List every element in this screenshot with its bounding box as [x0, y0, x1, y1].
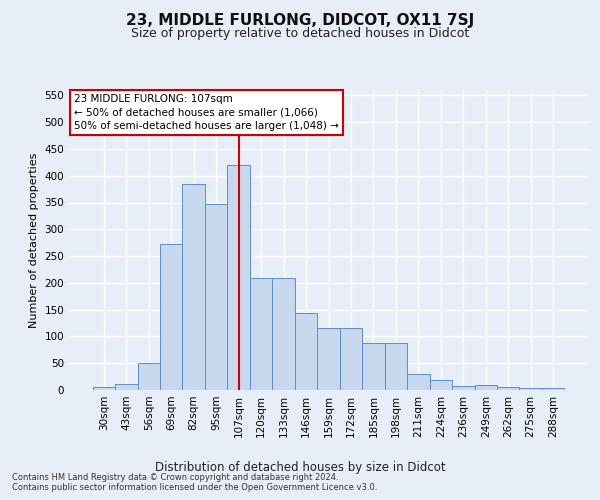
Bar	[520, 388, 542, 390]
Bar	[160, 244, 182, 390]
Text: Size of property relative to detached houses in Didcot: Size of property relative to detached ho…	[131, 28, 469, 40]
Bar	[227, 165, 250, 390]
Bar	[115, 384, 137, 390]
Bar	[137, 363, 160, 390]
Bar	[182, 184, 205, 390]
Text: 23 MIDDLE FURLONG: 107sqm
← 50% of detached houses are smaller (1,066)
50% of se: 23 MIDDLE FURLONG: 107sqm ← 50% of detac…	[74, 94, 339, 131]
Bar	[250, 278, 272, 390]
Bar	[205, 204, 227, 390]
Y-axis label: Number of detached properties: Number of detached properties	[29, 152, 39, 328]
Bar	[407, 374, 430, 390]
Bar	[430, 380, 452, 390]
Bar	[295, 314, 317, 390]
Bar	[497, 388, 520, 390]
Text: Contains HM Land Registry data © Crown copyright and database right 2024.: Contains HM Land Registry data © Crown c…	[12, 474, 338, 482]
Bar	[92, 388, 115, 390]
Bar	[385, 343, 407, 390]
Bar	[317, 328, 340, 390]
Bar	[340, 328, 362, 390]
Text: Contains public sector information licensed under the Open Government Licence v3: Contains public sector information licen…	[12, 484, 377, 492]
Text: 23, MIDDLE FURLONG, DIDCOT, OX11 7SJ: 23, MIDDLE FURLONG, DIDCOT, OX11 7SJ	[126, 12, 474, 28]
Bar	[272, 278, 295, 390]
Bar	[362, 343, 385, 390]
Bar	[452, 386, 475, 390]
Bar	[542, 388, 565, 390]
Bar	[475, 384, 497, 390]
Text: Distribution of detached houses by size in Didcot: Distribution of detached houses by size …	[155, 461, 445, 474]
